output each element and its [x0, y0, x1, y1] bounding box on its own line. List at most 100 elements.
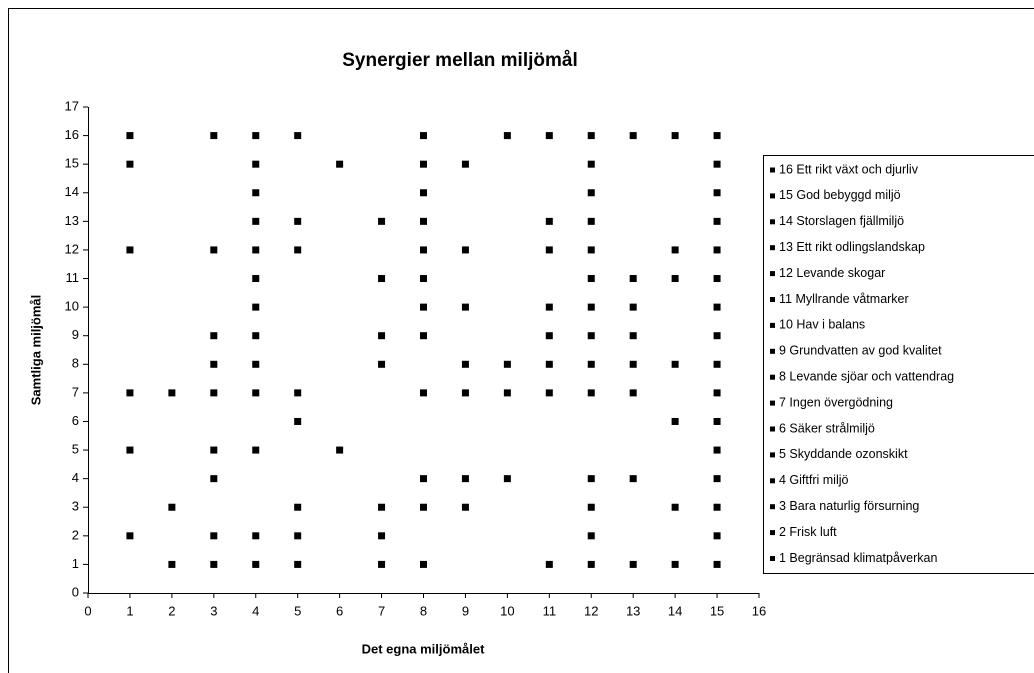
point [378, 217, 386, 225]
point [587, 560, 595, 568]
legend-label: 7 Ingen övergödning [779, 395, 893, 409]
point [252, 132, 260, 140]
x-tick-label: 1 [126, 603, 133, 618]
x-tick-label: 3 [210, 603, 217, 618]
y-tick-label: 13 [65, 213, 79, 228]
x-tick-label: 4 [252, 603, 259, 618]
y-tick-label: 2 [72, 527, 79, 542]
point [629, 132, 637, 140]
point [545, 303, 553, 311]
point [629, 475, 637, 483]
point [252, 446, 260, 454]
point [629, 360, 637, 368]
y-tick-label: 1 [72, 556, 79, 571]
point [503, 360, 511, 368]
chart-frame [8, 8, 1034, 673]
point [420, 560, 427, 568]
legend-label: 8 Levande sjöar och vattendrag [779, 369, 954, 383]
point [252, 275, 260, 283]
point [252, 160, 260, 168]
point [713, 160, 721, 168]
legend-marker [770, 167, 775, 173]
point [671, 360, 679, 368]
point [252, 389, 260, 397]
point [126, 160, 134, 168]
x-tick-label: 14 [668, 603, 682, 618]
point [210, 332, 218, 340]
point [420, 160, 427, 168]
point [252, 189, 260, 197]
y-tick-label: 11 [66, 270, 80, 285]
legend-label: 12 Levande skogar [779, 266, 885, 280]
point [294, 560, 302, 568]
point [210, 132, 218, 140]
legend-label: 2 Frisk luft [779, 525, 837, 539]
point [545, 332, 553, 340]
legend-label: 16 Ett rikt växt och djurliv [779, 162, 919, 176]
point [420, 303, 427, 311]
point [461, 160, 469, 168]
point [294, 217, 302, 225]
point [713, 132, 721, 140]
y-tick-label: 14 [65, 184, 79, 199]
point [629, 275, 637, 283]
x-tick-label: 2 [168, 603, 175, 618]
y-tick-label: 3 [72, 499, 79, 514]
point [378, 503, 386, 511]
point [503, 132, 511, 140]
x-tick-label: 13 [626, 603, 640, 618]
point [629, 560, 637, 568]
legend-marker [770, 374, 775, 380]
point [420, 217, 427, 225]
point [336, 160, 344, 168]
point [210, 560, 218, 568]
point [461, 389, 469, 397]
point [420, 246, 427, 254]
y-tick-label: 5 [72, 441, 79, 456]
point [587, 475, 595, 483]
legend-label: 15 God bebyggd miljö [779, 188, 901, 202]
point [252, 532, 260, 540]
x-tick-label: 15 [710, 603, 724, 618]
legend-label: 11 Myllrande våtmarker [779, 292, 909, 306]
legend: 16 Ett rikt växt och djurliv 15 God bebyg… [770, 162, 954, 565]
legend-marker [770, 556, 775, 561]
point [461, 303, 469, 311]
point [713, 446, 721, 454]
point [629, 332, 637, 340]
legend-marker [770, 219, 775, 225]
x-tick-label: 8 [420, 603, 427, 618]
legend-label: 6 Säker strålmiljö [779, 421, 875, 435]
point [420, 332, 427, 340]
legend-marker [770, 297, 775, 302]
point [587, 503, 595, 511]
y-tick-label: 6 [72, 413, 79, 428]
point [713, 217, 721, 225]
point [671, 503, 679, 511]
point [503, 475, 511, 483]
point [545, 132, 553, 140]
point [126, 132, 134, 140]
x-tick-label: 0 [84, 603, 91, 618]
point [126, 532, 134, 540]
point [210, 389, 218, 397]
legend-marker [770, 348, 775, 354]
point [587, 389, 595, 397]
legend-label: 13 Ett rikt odlingslandskap [779, 240, 925, 254]
point [168, 560, 176, 568]
y-tick-label: 4 [72, 470, 79, 485]
point [294, 389, 302, 397]
legend-label: 5 Skyddande ozonskikt [779, 447, 908, 461]
point [420, 475, 427, 483]
point [210, 532, 218, 540]
point [587, 532, 595, 540]
point [210, 360, 218, 368]
y-tick-label: 10 [65, 299, 79, 314]
point [252, 217, 260, 225]
point [713, 332, 721, 340]
point [252, 303, 260, 311]
legend-label: 1 Begränsad klimatpåverkan [779, 551, 937, 565]
point [294, 417, 302, 425]
point [210, 446, 218, 454]
